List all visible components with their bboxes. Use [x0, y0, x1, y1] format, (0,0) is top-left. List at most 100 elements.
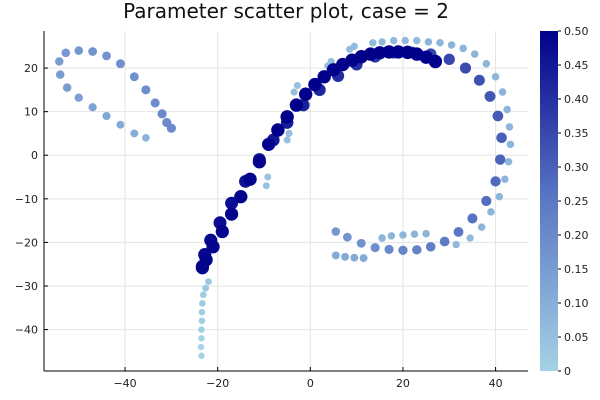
scatter-point — [150, 98, 160, 108]
scatter-point — [459, 44, 467, 53]
scatter-point — [331, 251, 340, 260]
scatter-point — [88, 47, 98, 56]
x-tick-label: 40 — [489, 377, 503, 390]
scatter-point — [459, 62, 472, 74]
scatter-point — [496, 132, 507, 144]
scatter-point — [262, 182, 270, 190]
scatter-point — [494, 154, 506, 165]
scatter-point — [477, 223, 486, 231]
scatter-point — [202, 284, 210, 292]
scatter-point — [466, 234, 474, 242]
scatter-point — [293, 81, 301, 90]
colorbar-tick-labels: 0 0.05 0.10 0.15 0.20 0.25 0.30 0.35 0.40 0.45 0.5… — [558, 25, 589, 378]
x-tick-label: −20 — [206, 377, 229, 390]
scatter-point — [308, 77, 322, 92]
scatter-point — [506, 140, 515, 149]
scatter-point — [298, 87, 313, 101]
scatter-point — [61, 48, 71, 58]
scatter-point — [425, 241, 436, 252]
scatter-point — [467, 213, 478, 224]
scatter-point — [198, 335, 205, 342]
colorbar-tick-label: 0.10 — [564, 297, 589, 310]
colorbar-tick-label: 0.25 — [564, 195, 589, 208]
scatter-point — [88, 103, 97, 112]
scatter-point — [498, 88, 507, 96]
series-1 — [197, 278, 212, 359]
scatter-point — [285, 129, 293, 137]
scatter-point — [205, 278, 212, 286]
scatter-point — [215, 224, 229, 239]
scatter-point — [424, 38, 433, 46]
scatter-point — [129, 72, 139, 82]
scatter-point — [262, 137, 276, 151]
colorbar-tick-label: 0.20 — [564, 229, 589, 242]
scatter-point — [384, 244, 394, 254]
scatter-point — [199, 253, 213, 267]
scatter-point — [350, 253, 359, 262]
scatter-point — [243, 172, 257, 186]
y-tick-label: 10 — [24, 106, 38, 119]
scatter-point — [504, 158, 513, 166]
scatter-point — [197, 343, 205, 351]
scatter-point — [252, 155, 266, 169]
scatter-point — [166, 123, 176, 133]
scatter-point — [142, 133, 150, 142]
x-tick-labels: −40 −20 0 20 40 — [113, 367, 503, 390]
scatter-point — [453, 227, 464, 237]
scatter-point — [428, 54, 443, 69]
colorbar: 0 0.05 0.10 0.15 0.20 0.25 0.30 0.35 0.40 0.45 0.5… — [540, 25, 589, 378]
scatter-point — [492, 110, 504, 122]
y-tick-label: 20 — [24, 62, 38, 75]
chart-title: Parameter scatter plot, case = 2 — [123, 0, 449, 23]
scatter-point — [470, 50, 479, 58]
y-tick-label: −10 — [15, 193, 38, 206]
series-6 — [195, 45, 443, 275]
x-tick-label: 0 — [307, 377, 314, 390]
scatter-point — [412, 245, 422, 255]
colorbar-tick-label: 0.35 — [564, 127, 589, 140]
scatter-point — [350, 42, 358, 50]
y-tick-label: 0 — [31, 149, 38, 162]
scatter-point — [389, 36, 398, 45]
scatter-point — [264, 173, 272, 181]
scatter-point — [359, 254, 368, 263]
scatter-point — [356, 238, 366, 248]
scatter-point — [503, 105, 511, 114]
scatter-point — [115, 59, 125, 69]
scatter-point — [116, 120, 125, 129]
series-2 — [55, 46, 176, 142]
x-tick-label: 20 — [396, 377, 410, 390]
scatter-point — [378, 38, 386, 46]
scatter-point — [382, 45, 396, 59]
colorbar-tick-label: 0.30 — [564, 161, 589, 174]
scatter-point — [484, 90, 496, 102]
scatter-point — [224, 207, 239, 221]
grid-layer — [44, 31, 528, 371]
scatter-point — [283, 136, 291, 144]
scatter-point — [199, 291, 207, 299]
scatter-point — [342, 232, 352, 242]
scatter-point — [387, 232, 396, 240]
scatter-point — [74, 46, 84, 55]
scatter-point — [198, 326, 205, 333]
colorbar-gradient — [540, 31, 558, 371]
scatter-point — [491, 73, 500, 81]
scatter-point — [422, 229, 430, 238]
scatter-point — [74, 93, 83, 102]
scatter-point — [482, 59, 491, 68]
scatter-point — [505, 123, 514, 131]
scatter-point — [452, 240, 460, 249]
scatter-point — [317, 70, 331, 84]
y-tick-label: −40 — [15, 324, 38, 337]
scatter-point — [141, 85, 151, 95]
colorbar-tick-label: 0 — [564, 365, 571, 378]
scatter-point — [290, 88, 298, 96]
scatter-point — [473, 74, 485, 86]
scatter-point — [62, 83, 72, 92]
colorbar-tick-label: 0.05 — [564, 331, 589, 344]
scatter-point — [413, 36, 421, 45]
scatter-point — [401, 36, 409, 45]
scatter-point — [410, 230, 419, 238]
colorbar-tick-label: 0.15 — [564, 263, 589, 276]
